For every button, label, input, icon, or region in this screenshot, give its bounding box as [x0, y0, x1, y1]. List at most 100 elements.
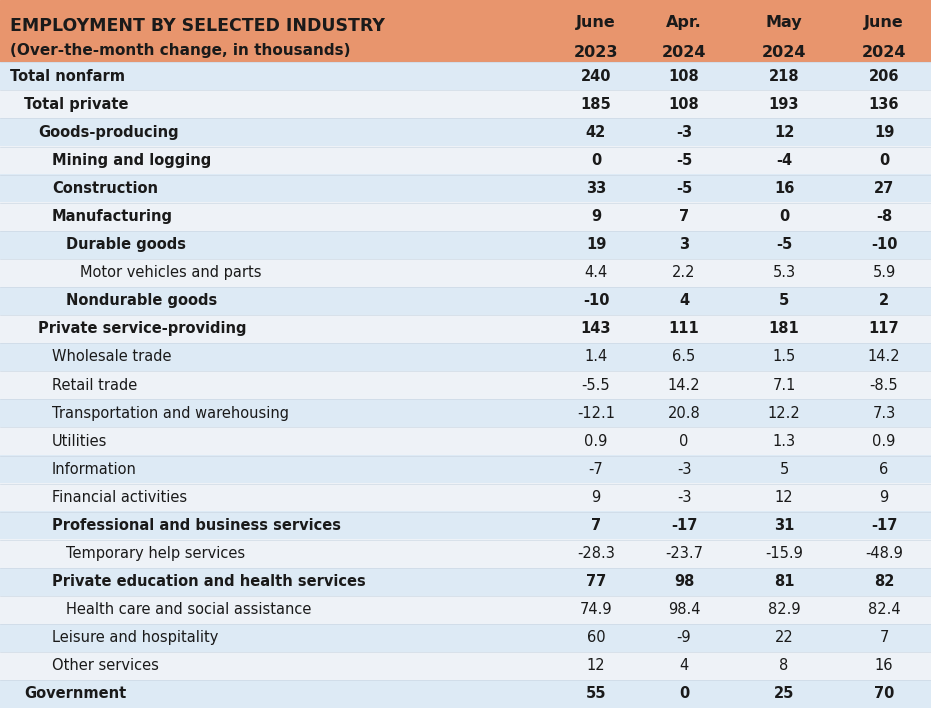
Text: Professional and business services: Professional and business services	[52, 518, 341, 533]
Text: -7: -7	[588, 462, 603, 476]
Text: 108: 108	[668, 69, 699, 84]
Text: 74.9: 74.9	[580, 603, 613, 617]
Text: 9: 9	[591, 490, 600, 505]
Text: Utilities: Utilities	[52, 434, 107, 449]
Text: -17: -17	[671, 518, 697, 533]
Text: 0: 0	[679, 687, 689, 702]
Text: 181: 181	[769, 321, 800, 336]
Text: 4: 4	[680, 658, 689, 673]
Text: -9: -9	[677, 630, 692, 645]
Text: 0: 0	[680, 434, 689, 449]
Text: 108: 108	[668, 96, 699, 112]
Text: 7.3: 7.3	[872, 406, 896, 421]
Text: 7.1: 7.1	[773, 377, 796, 392]
Text: 4: 4	[679, 293, 689, 308]
Text: 9: 9	[880, 490, 888, 505]
Text: 6.5: 6.5	[672, 350, 695, 365]
Text: 12: 12	[774, 125, 794, 139]
Text: Temporary help services: Temporary help services	[66, 546, 245, 561]
Text: 206: 206	[869, 69, 899, 84]
Text: 0.9: 0.9	[585, 434, 608, 449]
Text: 14.2: 14.2	[668, 377, 700, 392]
Text: Construction: Construction	[52, 181, 158, 196]
Text: 1.4: 1.4	[585, 350, 608, 365]
Text: Durable goods: Durable goods	[66, 237, 186, 252]
Text: 1.3: 1.3	[773, 434, 796, 449]
Text: 6: 6	[880, 462, 888, 476]
Text: Financial activities: Financial activities	[52, 490, 187, 505]
Text: 14.2: 14.2	[868, 350, 900, 365]
Text: -28.3: -28.3	[577, 546, 615, 561]
Text: 0: 0	[879, 153, 889, 168]
Text: Retail trade: Retail trade	[52, 377, 137, 392]
Text: 33: 33	[586, 181, 606, 196]
Text: Wholesale trade: Wholesale trade	[52, 350, 171, 365]
Text: Other services: Other services	[52, 658, 159, 673]
Text: 81: 81	[774, 574, 794, 589]
Text: 20.8: 20.8	[668, 406, 700, 421]
Text: EMPLOYMENT BY SELECTED INDUSTRY: EMPLOYMENT BY SELECTED INDUSTRY	[10, 17, 385, 35]
Text: 0: 0	[591, 153, 601, 168]
Text: 82.4: 82.4	[868, 603, 900, 617]
Text: 5: 5	[779, 293, 789, 308]
Text: 5.9: 5.9	[872, 266, 896, 280]
Text: 1.5: 1.5	[773, 350, 796, 365]
Text: -10: -10	[870, 237, 897, 252]
Text: Information: Information	[52, 462, 137, 476]
Text: -5: -5	[776, 237, 792, 252]
Text: Transportation and warehousing: Transportation and warehousing	[52, 406, 289, 421]
Text: Total nonfarm: Total nonfarm	[10, 69, 125, 84]
Text: Government: Government	[24, 687, 127, 702]
Text: -3: -3	[677, 490, 691, 505]
Text: 240: 240	[581, 69, 612, 84]
Text: Leisure and hospitality: Leisure and hospitality	[52, 630, 219, 645]
Text: 9: 9	[591, 209, 601, 224]
Text: 31: 31	[774, 518, 794, 533]
Text: 7: 7	[879, 630, 889, 645]
Text: June: June	[864, 16, 904, 30]
Text: (Over-the-month change, in thousands): (Over-the-month change, in thousands)	[10, 43, 350, 58]
Text: June: June	[576, 16, 616, 30]
Text: -3: -3	[676, 125, 692, 139]
Text: -48.9: -48.9	[865, 546, 903, 561]
Text: 55: 55	[586, 687, 606, 702]
Text: -4: -4	[776, 153, 792, 168]
Text: -8: -8	[876, 209, 892, 224]
Text: 7: 7	[679, 209, 689, 224]
Text: 143: 143	[581, 321, 612, 336]
Text: 117: 117	[869, 321, 899, 336]
Text: 42: 42	[586, 125, 606, 139]
Text: -10: -10	[583, 293, 609, 308]
Text: -12.1: -12.1	[577, 406, 615, 421]
Text: 2024: 2024	[662, 45, 707, 59]
Text: 218: 218	[769, 69, 800, 84]
Text: 16: 16	[875, 658, 893, 673]
Text: 136: 136	[869, 96, 899, 112]
Text: 3: 3	[679, 237, 689, 252]
Text: Private service-providing: Private service-providing	[38, 321, 247, 336]
Text: Goods-producing: Goods-producing	[38, 125, 179, 139]
Text: 111: 111	[668, 321, 699, 336]
Text: -17: -17	[870, 518, 897, 533]
Text: 2023: 2023	[573, 45, 618, 59]
Text: 98: 98	[674, 574, 695, 589]
Text: May: May	[765, 16, 803, 30]
Text: 2024: 2024	[762, 45, 806, 59]
Text: 25: 25	[774, 687, 794, 702]
Text: -15.9: -15.9	[765, 546, 803, 561]
Text: Mining and logging: Mining and logging	[52, 153, 211, 168]
Text: 193: 193	[769, 96, 799, 112]
Text: Private education and health services: Private education and health services	[52, 574, 366, 589]
Text: -8.5: -8.5	[870, 377, 898, 392]
Text: Nondurable goods: Nondurable goods	[66, 293, 217, 308]
Text: 19: 19	[586, 237, 606, 252]
Text: 27: 27	[874, 181, 894, 196]
Text: 12.2: 12.2	[768, 406, 801, 421]
Text: 2024: 2024	[862, 45, 906, 59]
Text: Manufacturing: Manufacturing	[52, 209, 173, 224]
Text: 12: 12	[775, 490, 793, 505]
Text: 0: 0	[779, 209, 789, 224]
Text: -5: -5	[676, 153, 692, 168]
Text: 82.9: 82.9	[768, 603, 801, 617]
Text: -23.7: -23.7	[665, 546, 703, 561]
